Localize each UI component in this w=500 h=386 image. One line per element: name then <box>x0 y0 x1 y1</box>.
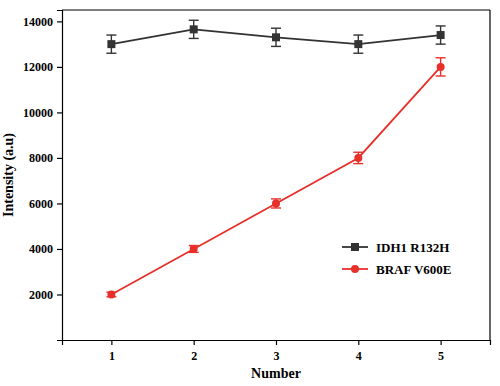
tick-mark <box>57 67 62 68</box>
marker <box>107 40 115 48</box>
legend-marker <box>351 265 359 273</box>
tick-mark <box>441 340 442 345</box>
plot-area: 1 2 3 4 5 2000 4000 6000 8000 10000 12000 14000 IDH1… <box>23 10 491 363</box>
tick: 6000 <box>29 197 62 211</box>
y-axis: 2000 4000 6000 8000 10000 12000 14000 <box>23 11 63 341</box>
error-cap <box>353 163 363 164</box>
tick: 14000 <box>23 15 62 29</box>
error-bar <box>353 35 363 53</box>
tick: 8000 <box>29 151 62 165</box>
tick: 2 <box>191 340 197 363</box>
marker <box>354 154 362 162</box>
legend-marker <box>351 243 359 251</box>
legend-label: IDH1 R132H <box>376 240 449 255</box>
tick: 10000 <box>23 106 62 120</box>
axis-line <box>57 11 63 341</box>
tick: 2000 <box>29 288 62 302</box>
error-cap <box>106 53 116 54</box>
error-cap <box>189 20 199 21</box>
error-cap <box>106 34 116 35</box>
marker <box>437 31 445 39</box>
error-bar <box>353 152 363 163</box>
error-cap <box>271 28 281 29</box>
axis-line <box>63 341 491 346</box>
marker <box>190 245 198 253</box>
tick-label: 2000 <box>29 288 53 302</box>
tick: 4 <box>356 340 362 363</box>
tick-mark <box>358 340 359 345</box>
tick: 4000 <box>29 242 62 256</box>
error-cap <box>353 152 363 153</box>
tick: 3 <box>274 340 280 363</box>
error-bar <box>436 26 446 44</box>
legend-item: BRAF V600E <box>342 262 451 277</box>
legend: IDH1 R132H BRAF V600E <box>342 240 451 277</box>
frame <box>489 10 490 340</box>
marker <box>272 199 280 207</box>
error-cap <box>189 38 199 39</box>
x-axis-title: Number <box>251 366 301 381</box>
marker <box>272 33 280 41</box>
tick-mark <box>276 340 277 345</box>
tick-label: 12000 <box>23 60 53 74</box>
tick-mark <box>57 21 62 22</box>
legend-item: IDH1 R132H <box>342 240 449 255</box>
tick-mark <box>194 340 195 345</box>
tick-mark <box>57 249 62 250</box>
tick-label: 14000 <box>23 15 53 29</box>
error-cap <box>353 53 363 54</box>
marker <box>190 25 198 33</box>
error-cap <box>436 25 446 26</box>
marker <box>107 290 115 298</box>
error-cap <box>271 46 281 47</box>
error-bar <box>189 246 199 253</box>
marker <box>354 40 362 48</box>
tick-label: 5 <box>438 349 444 363</box>
error-cap <box>436 43 446 44</box>
data-layer <box>106 20 445 298</box>
tick-mark <box>111 340 112 345</box>
error-cap <box>271 198 281 199</box>
tick: 1 <box>109 340 115 363</box>
tick-label: 10000 <box>23 106 53 120</box>
tick-mark <box>57 112 62 113</box>
series-line <box>111 67 440 295</box>
tick: 12000 <box>23 60 62 74</box>
error-bar <box>271 199 281 208</box>
tick-label: 4 <box>356 349 362 363</box>
x-axis: 1 2 3 4 5 <box>63 340 491 363</box>
tick-mark <box>57 158 62 159</box>
tick-label: 2 <box>191 349 197 363</box>
error-bar <box>189 20 199 38</box>
tick-label: 3 <box>274 349 280 363</box>
tick-label: 4000 <box>29 242 53 256</box>
chart: 1 2 3 4 5 2000 4000 6000 8000 10000 12000 14000 IDH1… <box>0 0 500 386</box>
error-bar <box>106 35 116 53</box>
frame <box>62 9 490 10</box>
y-axis-title: Intensity (a.u) <box>1 133 17 217</box>
marker <box>437 63 445 71</box>
error-cap <box>271 207 281 208</box>
error-cap <box>436 57 446 58</box>
tick-label: 1 <box>109 349 115 363</box>
error-bar <box>436 58 446 76</box>
error-bar <box>271 28 281 46</box>
tick-mark <box>57 294 62 295</box>
error-cap <box>353 34 363 35</box>
legend-label: BRAF V600E <box>376 262 451 277</box>
tick-label: 8000 <box>29 151 53 165</box>
tick-mark <box>57 203 62 204</box>
error-cap <box>436 75 446 76</box>
tick-label: 6000 <box>29 197 53 211</box>
tick: 5 <box>438 340 444 363</box>
